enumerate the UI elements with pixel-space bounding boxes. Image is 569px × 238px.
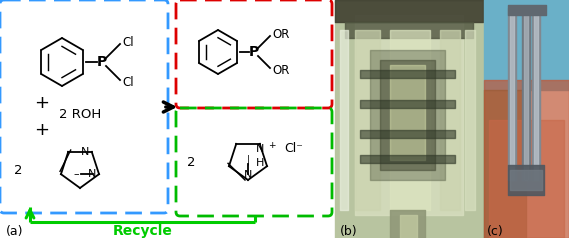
Text: P: P (249, 45, 259, 59)
Text: +: + (268, 141, 275, 150)
Text: OR: OR (272, 64, 290, 76)
Text: Recycle: Recycle (113, 224, 172, 238)
Text: (c): (c) (487, 225, 504, 238)
Text: N: N (255, 144, 264, 154)
Text: H: H (255, 158, 264, 168)
Text: Cl: Cl (122, 75, 134, 89)
Text: –: – (73, 169, 79, 179)
Text: N: N (244, 170, 252, 180)
Text: (b): (b) (340, 225, 358, 238)
Text: 2: 2 (14, 164, 22, 177)
Text: OR: OR (272, 28, 290, 40)
Text: 2: 2 (187, 155, 195, 169)
Text: +: + (35, 94, 50, 112)
Text: N: N (88, 169, 96, 179)
Text: +: + (35, 121, 50, 139)
Text: P: P (97, 55, 107, 69)
Text: |: | (246, 155, 250, 165)
Text: N: N (80, 147, 89, 157)
Text: Cl⁻: Cl⁻ (284, 142, 303, 154)
Text: Cl: Cl (122, 35, 134, 49)
Text: (a): (a) (6, 225, 23, 238)
Text: 2 ROH: 2 ROH (59, 109, 101, 122)
